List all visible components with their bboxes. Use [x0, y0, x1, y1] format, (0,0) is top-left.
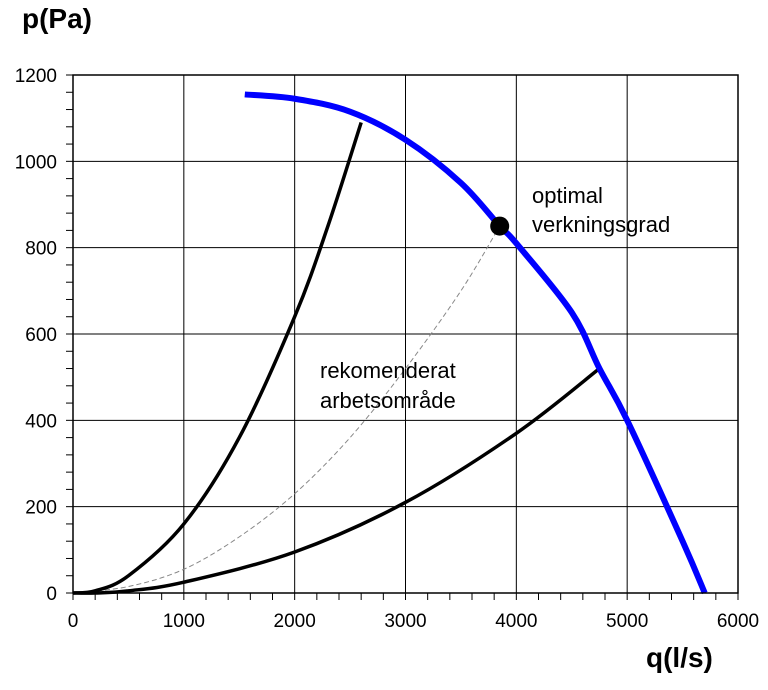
minor-ticks [66, 74, 739, 600]
y-tick-label: 1200 [15, 66, 57, 87]
y-tick-label: 800 [25, 239, 57, 260]
points [490, 216, 510, 236]
y-tick-label: 200 [25, 498, 57, 519]
y-tick-label: 1000 [15, 152, 57, 173]
optimal-efficiency-point [490, 216, 510, 236]
x-tick-label: 2000 [274, 611, 316, 632]
tick-labels: 0 1000 2000 3000 4000 5000 6000 0 200 400 600 800 10… [15, 66, 759, 632]
series [72, 91, 708, 595]
fan-curve-line [244, 91, 708, 595]
x-tick-label: 4000 [495, 611, 537, 632]
annotation-optimal-line1: optimal [532, 183, 603, 208]
annotation-range-line1: rekomenderat [320, 358, 456, 383]
x-tick-label: 5000 [606, 611, 648, 632]
grid [72, 74, 739, 594]
x-tick-label: 6000 [717, 611, 759, 632]
x-tick-label: 1000 [163, 611, 205, 632]
upper-system-curve-line [72, 121, 363, 595]
y-tick-label: 0 [46, 584, 57, 605]
y-tick-label: 400 [25, 411, 57, 432]
optimal-system-curve-line [72, 225, 501, 594]
plot-frame [72, 74, 739, 594]
annotation-optimal-line2: verkningsgrad [532, 212, 670, 237]
y-tick-label: 600 [25, 325, 57, 346]
x-tick-label: 3000 [384, 611, 426, 632]
x-axis-title: q(l/s) [646, 642, 713, 673]
y-axis-title: p(Pa) [22, 3, 92, 34]
x-tick-label: 0 [68, 611, 79, 632]
annotation-range-line2: arbetsområde [320, 388, 456, 413]
